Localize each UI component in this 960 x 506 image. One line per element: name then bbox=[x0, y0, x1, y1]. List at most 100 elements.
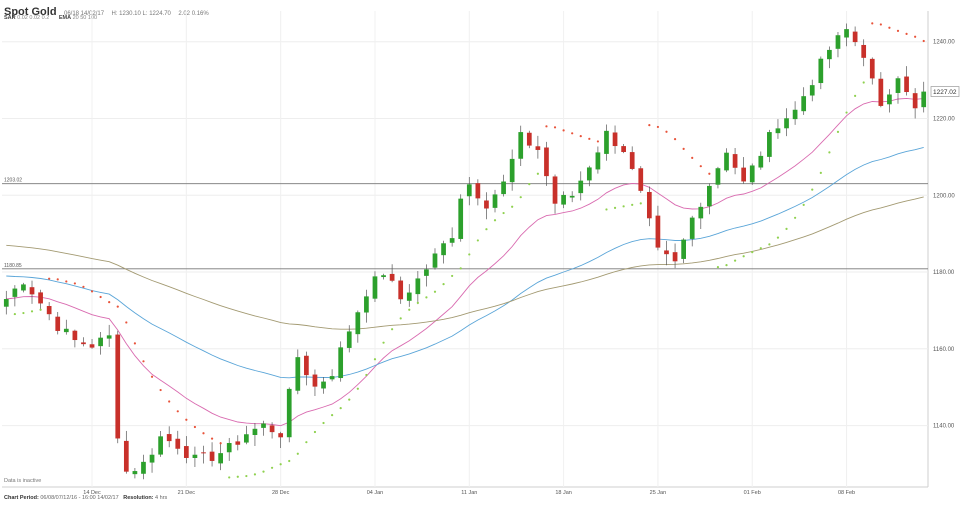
candle-body bbox=[406, 292, 412, 301]
candle bbox=[106, 324, 112, 347]
candle-body bbox=[869, 58, 875, 79]
candle bbox=[689, 215, 695, 247]
sar-dot bbox=[313, 430, 317, 434]
level-label: 1180.85 bbox=[4, 263, 22, 269]
candle-body bbox=[252, 428, 258, 436]
ema-100-line bbox=[6, 196, 924, 330]
candle-body bbox=[612, 132, 618, 147]
candle-body bbox=[501, 181, 506, 195]
sar-dot bbox=[193, 425, 197, 429]
candle bbox=[346, 325, 352, 353]
candle bbox=[569, 191, 575, 203]
candle bbox=[269, 422, 275, 439]
y-tick-label: 1240.00 bbox=[933, 40, 955, 46]
sar-dot bbox=[768, 243, 771, 246]
candle bbox=[123, 430, 129, 474]
candle bbox=[304, 351, 309, 386]
candle-body bbox=[3, 299, 9, 307]
candle bbox=[475, 179, 481, 206]
study-sar-name[interactable]: SAR bbox=[4, 15, 16, 21]
x-tick-label: 11 Jan bbox=[461, 490, 477, 496]
sar-dot bbox=[331, 413, 334, 417]
candle-body bbox=[749, 165, 755, 183]
candle bbox=[441, 240, 446, 264]
candle-body bbox=[381, 275, 386, 278]
candle-body bbox=[192, 454, 198, 458]
candle bbox=[612, 125, 618, 154]
sar-dot bbox=[836, 130, 840, 133]
candle bbox=[827, 46, 832, 69]
sar-dot bbox=[65, 280, 68, 283]
sar-dot bbox=[185, 418, 188, 421]
sar-dot bbox=[73, 282, 76, 285]
candle bbox=[492, 189, 498, 213]
candle bbox=[561, 191, 566, 209]
candle-body bbox=[123, 440, 129, 472]
candle bbox=[509, 149, 515, 191]
candle-body bbox=[441, 243, 446, 256]
candle bbox=[286, 387, 292, 443]
candle-body bbox=[244, 434, 249, 443]
sar-dot bbox=[879, 23, 882, 26]
candle-body bbox=[809, 85, 815, 96]
sar-dot bbox=[665, 130, 668, 133]
candle-body bbox=[175, 438, 181, 449]
ohlc-readout: H: 1230.10 L: 1224.70 bbox=[111, 11, 171, 17]
sar-dot bbox=[13, 312, 16, 316]
candle-body bbox=[38, 292, 43, 304]
candle bbox=[98, 332, 103, 355]
candle bbox=[449, 227, 455, 247]
candle bbox=[775, 119, 781, 139]
candle bbox=[63, 319, 69, 335]
sar-dot bbox=[399, 317, 402, 320]
sar-dot bbox=[862, 81, 865, 84]
sar-dot bbox=[699, 165, 702, 168]
sar-dot bbox=[914, 35, 917, 38]
candle bbox=[655, 205, 661, 251]
candle bbox=[89, 338, 95, 349]
candle bbox=[329, 369, 335, 382]
candle bbox=[381, 273, 386, 280]
sar-dot bbox=[819, 171, 822, 175]
candle-body bbox=[286, 388, 292, 438]
candle-body bbox=[681, 239, 686, 259]
y-tick-label: 1200.00 bbox=[933, 193, 955, 199]
candle bbox=[209, 442, 215, 467]
candle bbox=[252, 422, 258, 447]
candle bbox=[149, 448, 155, 473]
sar-dot bbox=[82, 285, 85, 288]
candle bbox=[501, 174, 506, 197]
candle-body bbox=[895, 78, 901, 93]
sar-dot bbox=[373, 358, 377, 361]
candle bbox=[707, 183, 712, 215]
candle-body bbox=[526, 132, 532, 146]
candle-body bbox=[921, 91, 927, 108]
sar-dot bbox=[356, 387, 359, 390]
candle bbox=[861, 39, 867, 67]
candle-body bbox=[638, 168, 644, 191]
candle bbox=[552, 174, 558, 214]
candle-body bbox=[295, 357, 301, 391]
candle-body bbox=[861, 44, 867, 58]
sar-dot bbox=[425, 296, 428, 299]
sar-dot bbox=[476, 239, 479, 242]
sar-dot bbox=[262, 470, 265, 473]
candle bbox=[389, 264, 395, 283]
sar-dot bbox=[202, 432, 205, 435]
sar-dot bbox=[270, 466, 274, 469]
candle bbox=[715, 166, 721, 189]
candle-body bbox=[758, 155, 764, 168]
candle-body bbox=[149, 454, 155, 463]
candle-body bbox=[355, 312, 361, 335]
candle bbox=[432, 248, 438, 270]
candle bbox=[458, 194, 464, 242]
candle-body bbox=[338, 347, 344, 379]
candle bbox=[424, 264, 429, 287]
study-ema-name[interactable]: EMA bbox=[58, 15, 72, 21]
candle-body bbox=[466, 184, 472, 197]
candle bbox=[415, 271, 421, 305]
candle bbox=[698, 202, 704, 229]
candle-body bbox=[329, 376, 335, 380]
candle-body bbox=[732, 154, 738, 168]
